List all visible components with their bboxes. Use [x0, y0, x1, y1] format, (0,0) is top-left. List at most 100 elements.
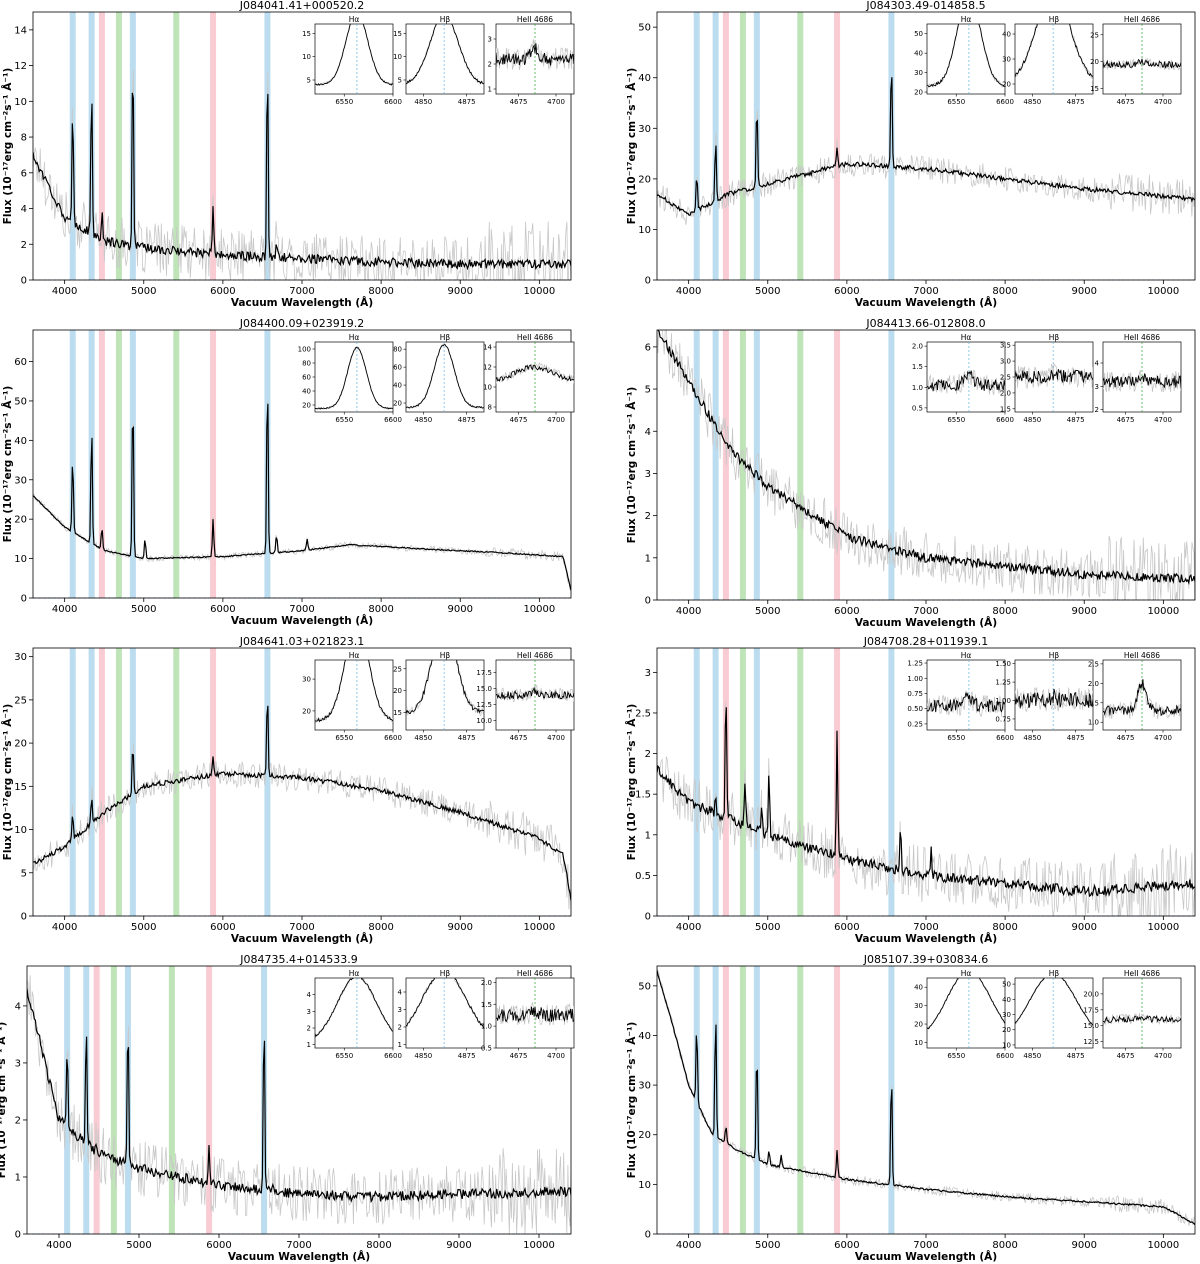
- x-axis-label: Vacuum Wavelength (Å): [231, 614, 373, 627]
- x-tick-label: 9000: [448, 286, 473, 297]
- inset-title: HeII 4686: [517, 333, 553, 342]
- inset-y-tick-label: 3.5: [1000, 342, 1011, 350]
- x-axis-label: Vacuum Wavelength (Å): [855, 296, 997, 309]
- band-balmer: [264, 12, 271, 280]
- x-tick-label: 5000: [126, 1240, 151, 1251]
- band-helium_ii: [115, 330, 122, 598]
- inset-y-tick-label: 1.5: [1088, 699, 1099, 707]
- y-axis-label: Flux (10⁻¹⁷erg cm⁻²s⁻¹ Å⁻¹): [625, 68, 638, 225]
- inset-1: Hβ 4850 4875 15 20 25: [393, 651, 485, 742]
- inset-y-tick-label: 2.0: [912, 343, 923, 351]
- inset-y-tick-label: 5: [398, 77, 402, 85]
- inset-y-tick-label: 1.5: [481, 1001, 492, 1009]
- y-tick-label: 25: [14, 695, 27, 706]
- inset-x-tick-label: 4700: [547, 734, 565, 742]
- inset-frame: [405, 341, 485, 413]
- inset-spectrum: [927, 24, 1005, 88]
- inset-noise: [1015, 686, 1093, 713]
- inset-x-tick-label: 6600: [384, 734, 402, 742]
- x-tick-label: 7000: [289, 286, 314, 297]
- y-tick-label: 60: [14, 357, 27, 368]
- inset-y-tick-label: 20: [914, 1021, 923, 1029]
- x-axis-label: Vacuum Wavelength (Å): [231, 932, 373, 945]
- band-balmer: [129, 12, 136, 280]
- y-axis-label: Flux (10⁻¹⁷erg cm⁻²s⁻¹ Å⁻¹): [625, 704, 638, 861]
- y-tick-label: 20: [638, 1130, 651, 1141]
- inset-title: Hβ: [440, 333, 451, 342]
- inset-y-tick-label: 0.75: [907, 690, 923, 698]
- inset-y-tick-label: 8: [488, 404, 492, 412]
- inset-frame: [1014, 23, 1094, 95]
- inset-y-tick-label: 2: [488, 61, 492, 69]
- inset-y-tick-label: 15: [393, 30, 402, 38]
- x-tick-label: 8000: [366, 1240, 391, 1251]
- inset-frame: [495, 977, 575, 1049]
- inset-title: Hα: [349, 651, 360, 660]
- inset-y-tick-label: 1.00: [995, 697, 1011, 705]
- band-helium_i: [722, 648, 729, 916]
- y-tick-label: 0: [15, 1230, 21, 1241]
- inset-y-tick-label: 1.0: [481, 1023, 492, 1031]
- band-balmer: [693, 330, 700, 600]
- x-tick-label: 5000: [131, 922, 156, 933]
- panel-title: J084303.49-014858.5: [865, 0, 985, 12]
- inset-x-tick-label: 4675: [1117, 734, 1135, 742]
- inset-x-tick-label: 6600: [384, 416, 402, 424]
- inset-title: Hα: [961, 333, 972, 342]
- band-balmer: [753, 648, 760, 916]
- inset-title: HeII 4686: [517, 969, 553, 978]
- y-tick-label: 0.5: [635, 871, 651, 882]
- inset-y-tick-label: 100: [298, 346, 311, 354]
- inset-y-tick-label: 10: [914, 1039, 923, 1047]
- y-tick-label: 40: [14, 436, 27, 447]
- inset-spectrum: [1103, 1014, 1181, 1023]
- inset-y-tick-label: 30: [914, 1002, 923, 1010]
- band-helium_i: [722, 966, 729, 1234]
- inset-x-tick-label: 4675: [1117, 98, 1135, 106]
- inset-1: Hβ 4850 4875 5 10 15: [393, 15, 485, 106]
- noise-spectrum: [657, 702, 1195, 916]
- band-balmer: [712, 330, 719, 600]
- x-tick-label: 8000: [992, 606, 1017, 617]
- inset-x-tick-label: 4875: [1067, 416, 1085, 424]
- x-tick-label: 8000: [992, 922, 1017, 933]
- inset-y-tick-label: 3: [1095, 383, 1099, 391]
- band-balmer: [64, 966, 71, 1234]
- panel-title: J084641.03+021823.1: [239, 635, 364, 648]
- band-balmer: [129, 330, 136, 598]
- inset-noise: [315, 24, 393, 87]
- spectrum-panel: J084413.66-012808.0 4000 5000 6000 7000 8000 9…: [625, 317, 1196, 629]
- y-tick-label: 50: [638, 23, 651, 34]
- y-tick-label: 30: [14, 475, 27, 486]
- inset-title: HeII 4686: [1124, 969, 1160, 978]
- y-tick-label: 2: [645, 511, 651, 522]
- y-tick-label: 6: [21, 168, 27, 179]
- band-balmer: [83, 966, 90, 1234]
- x-tick-label: 4000: [676, 922, 701, 933]
- x-tick-label: 9000: [1072, 1240, 1097, 1251]
- inset-0: Hα 6550 6600 5 10 15: [302, 15, 402, 106]
- inset-title: Hα: [961, 15, 972, 24]
- y-tick-label: 1.5: [635, 790, 651, 801]
- inset-x-tick-label: 4850: [1023, 98, 1041, 106]
- inset-frame: [926, 341, 1006, 413]
- inset-y-tick-label: 40: [914, 984, 923, 992]
- inset-y-tick-label: 1.25: [995, 679, 1011, 687]
- inset-title: Hα: [349, 969, 360, 978]
- inset-y-tick-label: 10: [302, 53, 311, 61]
- x-tick-label: 6000: [834, 922, 859, 933]
- y-tick-label: 50: [638, 981, 651, 992]
- inset-spectrum: [1015, 688, 1093, 709]
- band-helium_i: [210, 330, 217, 598]
- inset-x-tick-label: 4675: [510, 416, 528, 424]
- x-axis-label: Vacuum Wavelength (Å): [855, 616, 997, 629]
- y-tick-label: 10: [14, 825, 27, 836]
- band-balmer: [753, 330, 760, 600]
- y-tick-label: 50: [14, 396, 27, 407]
- inset-noise: [927, 369, 1005, 396]
- x-tick-label: 6000: [206, 1240, 231, 1251]
- inset-y-tick-label: 2.0: [1088, 680, 1099, 688]
- inset-y-tick-label: 2: [1095, 406, 1099, 414]
- inset-noise: [1103, 681, 1181, 720]
- inset-y-tick-label: 20: [1090, 58, 1099, 66]
